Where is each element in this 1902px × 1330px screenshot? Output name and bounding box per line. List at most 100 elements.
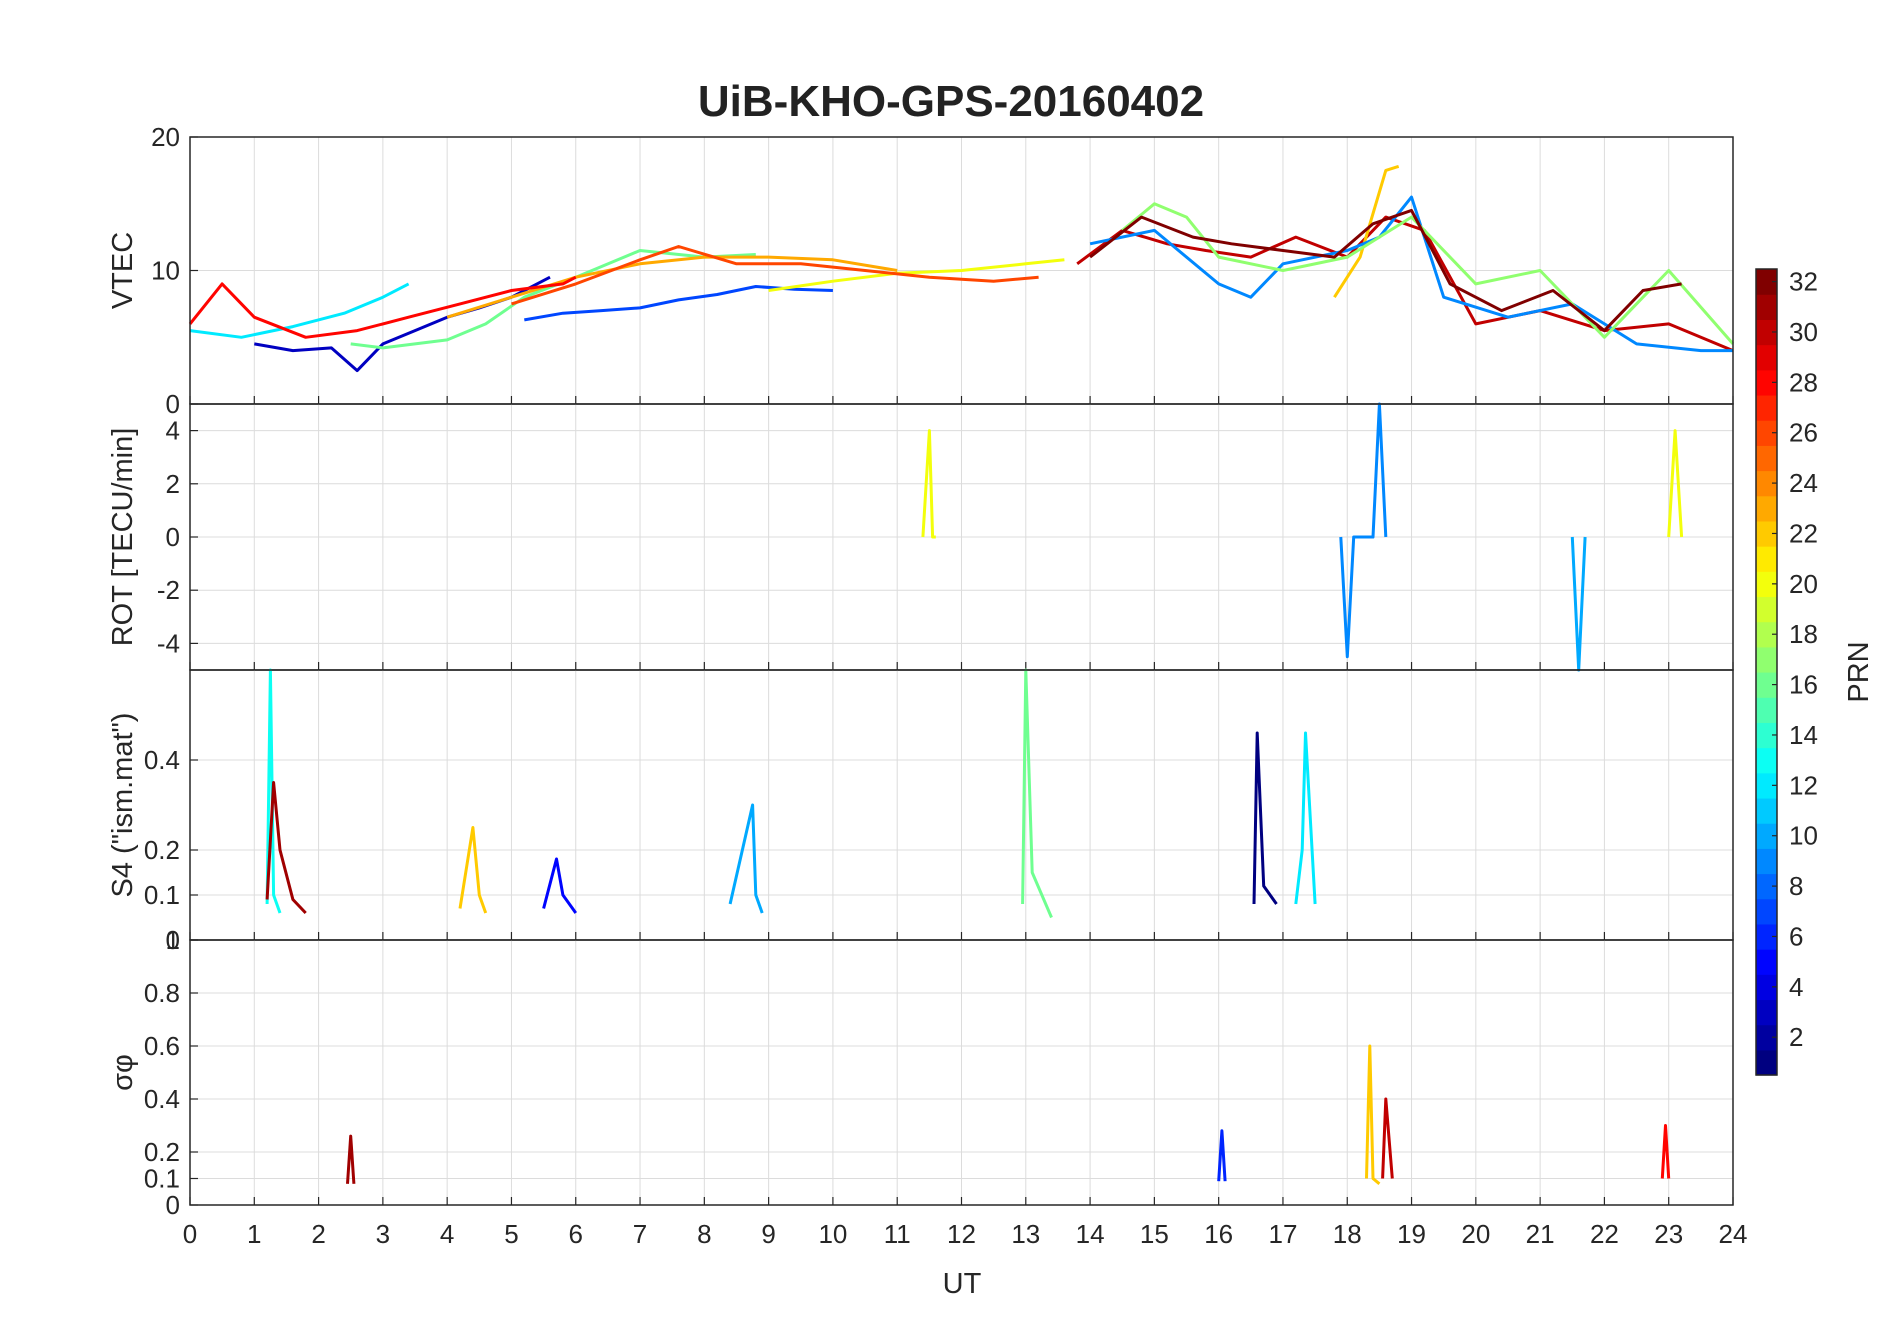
series-line-prn-26 <box>511 245 1039 306</box>
colorbar-tick-label: 6 <box>1789 921 1803 951</box>
x-tick-label: 14 <box>1076 1219 1105 1249</box>
y-tick-label: 0.8 <box>144 978 180 1008</box>
colorbar-tick-label: 14 <box>1789 720 1818 750</box>
colorbar-swatch <box>1756 420 1777 446</box>
x-axis-ticks: 0 1 2 3 4 5 6 7 8 9 10 11 12 13 14 15 16 17 18 19 20 21 22 23 24 <box>183 1219 1748 1249</box>
colorbar-swatch <box>1756 369 1777 396</box>
series-line-prn-31 <box>346 1134 356 1184</box>
y-axis-label: ROT [TECU/min] <box>107 428 139 647</box>
x-tick-label: 23 <box>1654 1219 1683 1249</box>
colorbar-tick-label: 10 <box>1789 821 1818 851</box>
colorbar-tick-label: 16 <box>1789 670 1818 700</box>
panel-rot: -4 -2 0 2 4 ROT [TECU/min] <box>107 402 1734 672</box>
colorbar-swatch <box>1756 797 1777 824</box>
series-line-prn-30 <box>1381 1097 1394 1179</box>
series-line-prn-20 <box>768 258 1065 292</box>
y-tick-label: 0.4 <box>144 745 180 775</box>
colorbar-swatch <box>1756 949 1777 975</box>
x-tick-label: 8 <box>697 1219 711 1249</box>
x-tick-label: 22 <box>1590 1219 1619 1249</box>
series-line-prn-22 <box>1333 164 1400 299</box>
colorbar-swatch <box>1756 974 1777 1001</box>
x-tick-label: 17 <box>1268 1219 1297 1249</box>
panel-vtec: 0 10 20 VTEC <box>107 122 1735 419</box>
x-tick-label: 7 <box>633 1219 647 1249</box>
colorbar-swatch <box>1756 621 1777 648</box>
colorbar-label: PRN <box>1843 641 1875 702</box>
y-tick-label: 0.1 <box>144 1164 180 1194</box>
x-tick-label: 10 <box>818 1219 847 1249</box>
colorbar-swatch <box>1756 823 1777 849</box>
chart-title: UiB-KHO-GPS-20160402 <box>698 77 1204 126</box>
series-line-prn-5 <box>542 857 578 914</box>
colorbar-swatch <box>1756 269 1777 295</box>
x-tick-label: 19 <box>1397 1219 1426 1249</box>
series-line-prn-28 <box>188 275 577 339</box>
x-tick-label: 18 <box>1333 1219 1362 1249</box>
series-line-prn-31 <box>265 781 307 915</box>
colorbar-swatch <box>1756 898 1777 925</box>
colorbar-swatch <box>1756 546 1777 572</box>
y-tick-label: 1 <box>166 925 180 955</box>
colorbar-swatch <box>1756 672 1777 698</box>
x-tick-label: 1 <box>247 1219 261 1249</box>
series-line-prn-13 <box>265 668 282 914</box>
x-tick-label: 2 <box>311 1219 325 1249</box>
y-tick-label: 0 <box>166 925 180 955</box>
colorbar-swatch <box>1756 445 1777 472</box>
series-line-prn-28 <box>1660 1124 1671 1179</box>
series-line-prn-1 <box>1252 731 1278 905</box>
x-tick-label: 12 <box>947 1219 976 1249</box>
y-tick-label: 0.1 <box>144 880 180 910</box>
series-line-prn-17 <box>1121 202 1735 345</box>
series-line-prn-12 <box>1294 731 1317 905</box>
colorbar-tick-label: 8 <box>1789 871 1803 901</box>
colorbar-swatch <box>1756 772 1777 799</box>
colorbar-tick-label: 20 <box>1789 569 1818 599</box>
colorbar-swatch <box>1756 394 1777 421</box>
colorbar-swatch <box>1756 697 1777 723</box>
colorbar-swatch <box>1756 848 1777 875</box>
series-line-prn-20 <box>921 429 936 539</box>
colorbar-frame <box>1755 268 1778 1076</box>
colorbar-tick-label: 28 <box>1789 367 1818 397</box>
y-tick-label: 0.4 <box>144 1084 180 1114</box>
series-line-prn-32 <box>1089 208 1682 333</box>
x-tick-label: 9 <box>761 1219 775 1249</box>
y-tick-label: -2 <box>157 575 180 605</box>
colorbar-swatch <box>1756 596 1777 623</box>
y-axis-label: σφ <box>107 1054 139 1091</box>
y-tick-label: 0 <box>166 522 180 552</box>
x-tick-label: 11 <box>884 1219 911 1249</box>
colorbar-tick-label: 12 <box>1789 770 1818 800</box>
colorbar-tick-label: 26 <box>1789 418 1818 448</box>
series-line-prn-23 <box>446 255 898 319</box>
colorbar-swatch <box>1756 319 1777 346</box>
x-tick-label: 0 <box>183 1219 197 1249</box>
colorbar-tick-label: 22 <box>1789 518 1818 548</box>
colorbar-tick-label: 2 <box>1789 1022 1803 1052</box>
y-tick-label: 2 <box>166 469 180 499</box>
colorbar-swatch <box>1756 1024 1777 1051</box>
x-tick-label: 15 <box>1140 1219 1169 1249</box>
panel-s4: 0 0.1 0.2 0.4 S4 ("ism.mat") <box>107 668 1734 955</box>
series-line-prn-16 <box>350 249 756 350</box>
x-tick-label: 24 <box>1719 1219 1748 1249</box>
y-tick-label: -4 <box>157 628 180 658</box>
colorbar-tick-label: 18 <box>1789 619 1818 649</box>
colorbar-swatch <box>1756 470 1777 497</box>
series-line-prn-30 <box>1076 215 1734 352</box>
x-tick-label: 5 <box>504 1219 518 1249</box>
series-line-prn-10 <box>1570 536 1587 672</box>
y-tick-label: 0 <box>166 1190 180 1220</box>
y-axis-label: VTEC <box>107 232 139 309</box>
colorbar-tick-label: 30 <box>1789 317 1818 347</box>
x-axis-label: UT <box>943 1268 982 1300</box>
colorbar-swatch <box>1756 294 1777 320</box>
colorbar-swatch <box>1756 923 1777 950</box>
y-tick-label: 4 <box>166 416 180 446</box>
x-tick-label: 20 <box>1461 1219 1490 1249</box>
colorbar-swatch <box>1756 873 1777 900</box>
